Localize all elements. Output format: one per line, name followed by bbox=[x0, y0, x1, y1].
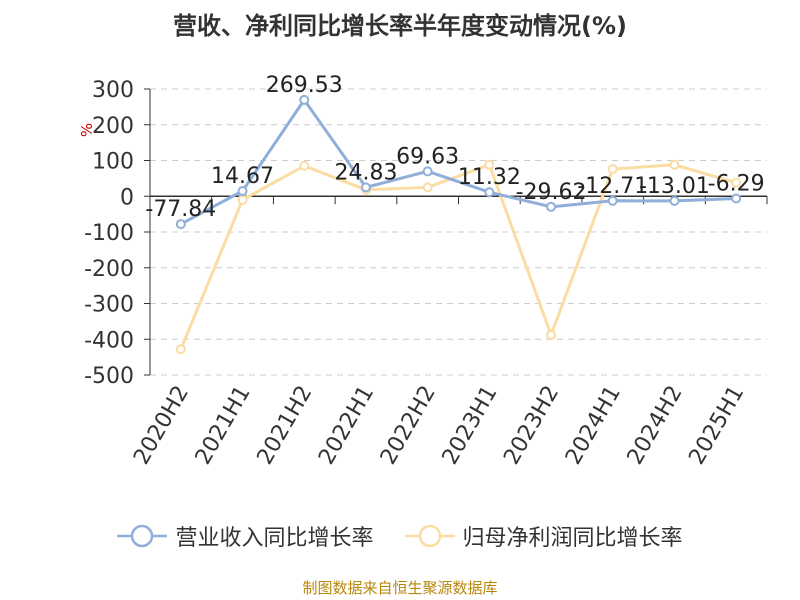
data-point-revenue bbox=[607, 195, 618, 206]
legend-label-revenue: 营业收入同比增长率 bbox=[175, 526, 374, 551]
data-label: -6.29 bbox=[708, 171, 765, 196]
data-label: -77.84 bbox=[145, 197, 216, 222]
x-tick-label: 2022H1 bbox=[314, 382, 379, 469]
y-tick-label: 0 bbox=[120, 185, 134, 210]
data-point-revenue bbox=[422, 166, 433, 177]
legend-label-profit: 归母净利润同比增长率 bbox=[462, 526, 683, 551]
y-tick-label: -300 bbox=[84, 293, 134, 318]
y-tick-label: 300 bbox=[92, 78, 134, 103]
y-axis-unit-label: % bbox=[78, 123, 96, 137]
data-label: 11.32 bbox=[458, 165, 521, 190]
data-label: 14.67 bbox=[211, 164, 274, 189]
x-tick-label: 2024H1 bbox=[561, 382, 626, 469]
y-tick-label: -100 bbox=[84, 221, 134, 246]
x-tick-label: 2024H2 bbox=[623, 382, 688, 469]
data-label: -13.01 bbox=[639, 174, 710, 199]
legend-item-profit[interactable]: 归母净利润同比增长率 bbox=[404, 520, 683, 552]
data-point-revenue bbox=[360, 182, 371, 193]
x-tick-label: 2021H1 bbox=[191, 382, 256, 469]
data-point-revenue bbox=[484, 187, 495, 198]
data-point-revenue bbox=[669, 195, 680, 206]
legend-marker-revenue bbox=[117, 524, 168, 548]
x-tick-label: 2022H2 bbox=[376, 382, 441, 469]
data-point-profit bbox=[299, 160, 310, 171]
x-tick-label: 2023H2 bbox=[499, 382, 564, 469]
data-point-profit bbox=[731, 177, 742, 188]
y-tick-label: 100 bbox=[92, 150, 134, 175]
data-point-profit bbox=[607, 164, 618, 175]
data-label: -12.71 bbox=[577, 174, 648, 199]
series-line-profit bbox=[179, 163, 737, 350]
series-line-revenue bbox=[180, 98, 737, 226]
source-note: 制图数据来自恒生聚源数据库 bbox=[302, 579, 498, 597]
x-tick-label: 2023H1 bbox=[438, 381, 503, 468]
y-tick-label: 200 bbox=[92, 114, 134, 139]
data-point-revenue bbox=[175, 219, 186, 230]
y-tick-label: -400 bbox=[84, 328, 134, 353]
data-point-revenue bbox=[299, 94, 310, 105]
data-point-profit bbox=[484, 159, 495, 170]
data-point-profit bbox=[237, 194, 248, 205]
legend: 营业收入同比增长率 归母净利润同比增长率 bbox=[0, 520, 800, 554]
x-tick-label: 2021H2 bbox=[253, 382, 318, 469]
data-point-revenue bbox=[237, 186, 248, 197]
x-tick-label: 2020H2 bbox=[129, 382, 194, 469]
data-point-profit bbox=[175, 344, 186, 355]
data-label: 269.53 bbox=[266, 73, 343, 98]
legend-item-revenue[interactable]: 营业收入同比增长率 bbox=[117, 520, 374, 552]
data-point-profit bbox=[422, 182, 433, 193]
y-tick-label: -500 bbox=[84, 364, 134, 389]
data-point-profit bbox=[546, 329, 557, 340]
data-label: -29.62 bbox=[516, 180, 587, 205]
x-tick-label: 2025H1 bbox=[684, 382, 749, 469]
y-tick-label: -200 bbox=[84, 257, 134, 282]
chart-title: 营收、净利同比增长率半年度变动情况(%) bbox=[173, 12, 627, 40]
data-point-profit bbox=[669, 159, 680, 170]
data-label: 69.63 bbox=[396, 144, 459, 169]
legend-marker-profit bbox=[404, 524, 455, 548]
data-point-revenue bbox=[546, 201, 557, 212]
data-label: 24.83 bbox=[334, 160, 397, 185]
data-point-revenue bbox=[731, 193, 742, 204]
